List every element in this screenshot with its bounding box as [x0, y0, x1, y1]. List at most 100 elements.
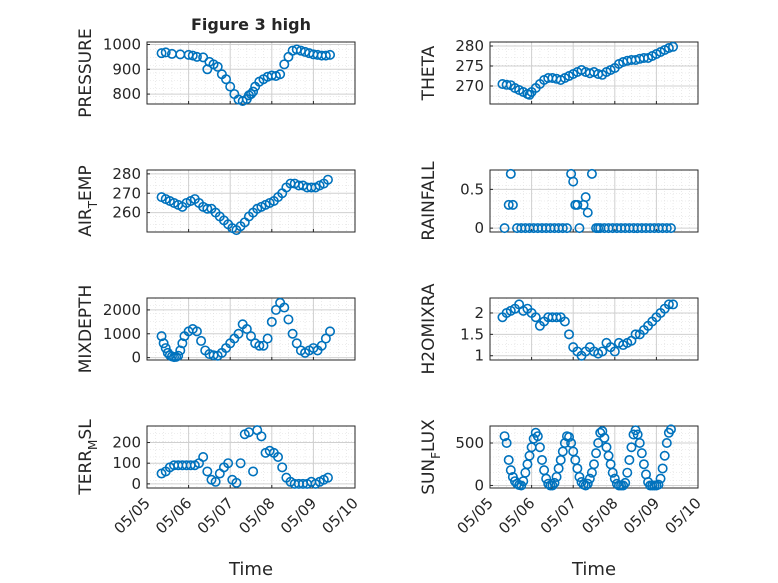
data-point: [638, 459, 649, 470]
x-tick-label: 05/06: [495, 494, 538, 537]
data-point: [241, 323, 252, 334]
y-tick-label: 800: [112, 85, 141, 103]
data-point: [665, 223, 676, 234]
data-point: [275, 69, 286, 80]
data-point: [322, 174, 333, 185]
y-tick-label: 1: [474, 347, 484, 365]
data-point: [582, 207, 593, 218]
y-axis-label: TERRMSL: [76, 419, 100, 496]
data-point: [210, 476, 221, 487]
y-tick-label: 0: [131, 475, 141, 493]
axes-box: [489, 169, 699, 233]
data-point: [225, 81, 236, 92]
data-point: [266, 316, 277, 327]
data-point: [279, 302, 290, 313]
data-point: [248, 86, 259, 97]
data-point: [551, 312, 562, 323]
y-tick-label: 260: [112, 204, 141, 222]
y-tick-label: 1000: [103, 325, 141, 343]
data-point: [580, 192, 591, 203]
y-tick-label: 0: [131, 349, 141, 367]
data-point: [520, 467, 531, 478]
data-point: [607, 467, 618, 478]
data-point: [507, 199, 518, 210]
data-point: [570, 454, 581, 465]
data-point: [668, 41, 679, 52]
data-point: [661, 437, 672, 448]
data-point: [160, 343, 171, 354]
panel-mixdepth: 0 1000 2000 MIXDEPTH: [76, 285, 356, 373]
x-tick-label: 05/05: [111, 494, 154, 537]
axes-box: [489, 425, 699, 489]
data-point: [572, 463, 583, 474]
panel-h2omixra: 1 1.5 2 H2OMIXRA: [419, 283, 699, 375]
data-point: [582, 478, 593, 489]
data-point: [618, 480, 629, 491]
x-tick-label: 05/07: [537, 494, 580, 537]
data-point: [624, 454, 635, 465]
data-point: [524, 450, 535, 461]
data-point: [235, 458, 246, 469]
data-point: [532, 431, 543, 442]
y-tick-label: 1.5: [460, 325, 484, 343]
data-point: [555, 454, 566, 465]
data-point: [196, 335, 207, 346]
data-point: [653, 479, 664, 490]
panel-rainfall: 0 0.5 RAINFALL: [419, 161, 699, 241]
y-axis-label: PRESSURE: [76, 28, 96, 117]
y-axis-label: H2OMIXRA: [419, 283, 439, 374]
data-point: [291, 338, 302, 349]
data-point: [568, 176, 579, 187]
data-point: [316, 340, 327, 351]
y-tick-label: 0: [474, 476, 484, 494]
data-point: [202, 203, 213, 214]
data-point: [320, 50, 331, 61]
data-point: [503, 454, 514, 465]
data-point: [198, 451, 209, 462]
data-point: [586, 168, 597, 179]
data-point: [246, 89, 257, 100]
y-axis-label: SUNFLUX: [419, 419, 443, 495]
data-point: [630, 329, 641, 340]
x-tick-label: 05/10: [319, 494, 362, 537]
data-point: [564, 432, 575, 443]
x-tick-label: 05/08: [235, 494, 278, 537]
data-point: [191, 326, 202, 337]
data-point: [499, 431, 510, 442]
data-point: [536, 454, 547, 465]
data-point: [505, 465, 516, 476]
data-point: [634, 437, 645, 448]
data-point: [505, 168, 516, 179]
data-point: [603, 450, 614, 461]
data-point: [254, 340, 265, 351]
data-point: [597, 346, 608, 357]
y-axis-label: RAINFALL: [419, 161, 439, 241]
data-point: [549, 477, 560, 488]
data-point: [557, 446, 568, 457]
data-point: [584, 473, 595, 484]
data-point: [223, 458, 234, 469]
data-point: [277, 462, 288, 473]
y-tick-label: 270: [112, 184, 141, 202]
data-point: [273, 451, 284, 462]
data-point: [191, 51, 202, 62]
y-axis-label: THETA: [419, 45, 439, 101]
y-tick-label: 500: [455, 434, 484, 452]
data-point: [173, 350, 184, 361]
y-tick-label: 0.5: [460, 180, 484, 198]
data-point: [657, 463, 668, 474]
data-point: [530, 312, 541, 323]
data-point: [262, 333, 273, 344]
data-point: [557, 223, 568, 234]
x-tick-label: 05/06: [152, 494, 195, 537]
x-tick-label: 05/05: [454, 494, 497, 537]
data-point: [668, 299, 679, 310]
data-point: [636, 448, 647, 459]
data-point: [564, 329, 575, 340]
data-point: [325, 326, 336, 337]
data-point: [279, 59, 290, 70]
data-point: [320, 333, 331, 344]
